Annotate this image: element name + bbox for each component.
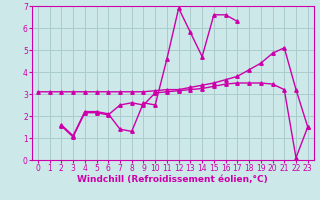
X-axis label: Windchill (Refroidissement éolien,°C): Windchill (Refroidissement éolien,°C) xyxy=(77,175,268,184)
